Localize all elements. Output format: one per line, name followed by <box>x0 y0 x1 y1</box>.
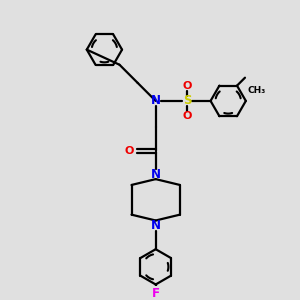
Text: O: O <box>124 146 134 156</box>
Text: S: S <box>183 94 191 107</box>
Text: N: N <box>151 219 161 232</box>
Text: N: N <box>151 167 161 181</box>
Text: CH₃: CH₃ <box>248 85 266 94</box>
Text: N: N <box>151 94 161 107</box>
Text: O: O <box>182 111 192 121</box>
Text: O: O <box>182 81 192 91</box>
Text: F: F <box>152 287 160 300</box>
